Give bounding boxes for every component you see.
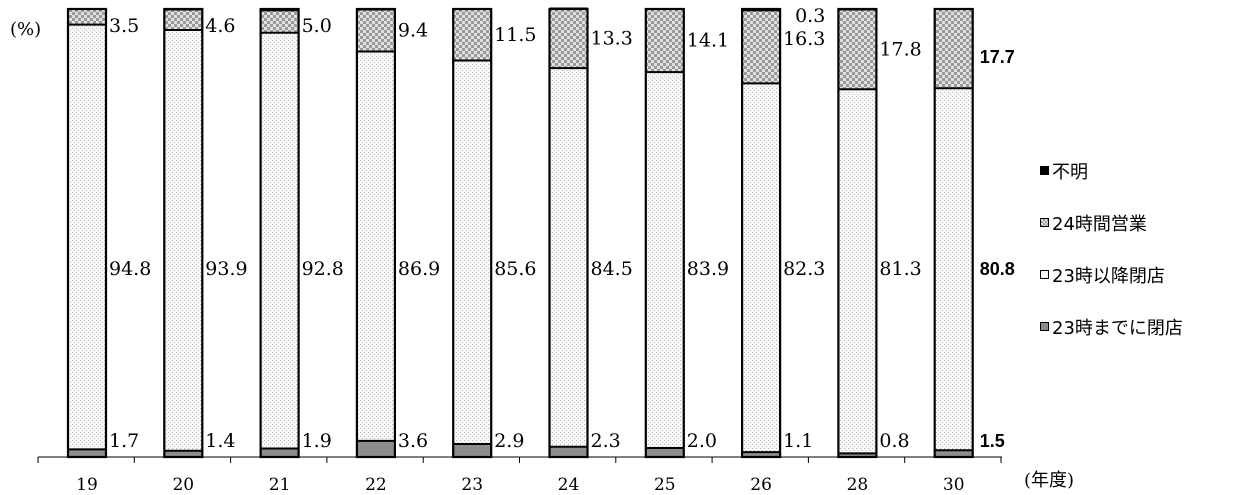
x-tick-label: 22: [365, 475, 387, 495]
data-label-after-23: 80.8: [980, 259, 1015, 279]
data-label-after-23: 93.9: [205, 258, 247, 280]
data-label-before-23: 1.4: [205, 430, 235, 452]
data-label-24h: 16.3: [783, 28, 825, 50]
bar-outline: [644, 7, 685, 459]
data-label-24h: 3.5: [109, 15, 139, 37]
x-tick-label: 30: [943, 475, 965, 495]
x-tick-label: 24: [558, 475, 580, 495]
data-label-before-23: 3.6: [398, 430, 428, 452]
data-label-24h: 9.4: [398, 20, 428, 42]
legend: 不明 24時間営業 23時以降閉店 23時までに閉店: [1040, 158, 1183, 366]
bar-segment: [934, 88, 973, 451]
bar-segment: [549, 446, 588, 457]
bar-segment: [453, 444, 492, 457]
data-label-24h: 11.5: [494, 24, 536, 46]
legend-swatch-before-23: [1040, 322, 1049, 331]
x-tick-label: 21: [269, 475, 291, 495]
bar-segment: [164, 450, 203, 457]
data-label-24h: 17.7: [980, 47, 1015, 67]
x-tick-label: 28: [847, 475, 869, 495]
x-tick-label: 19: [76, 475, 98, 495]
bar-segment: [934, 9, 973, 89]
data-label-after-23: 82.3: [783, 258, 825, 280]
bar-outline: [259, 7, 300, 459]
bar-segment: [68, 9, 106, 25]
data-label-after-23: 81.3: [879, 258, 921, 280]
bar-outline: [163, 7, 204, 459]
bar-segment: [742, 452, 781, 457]
legend-label-after-23: 23時以降閉店: [1052, 265, 1165, 287]
bar-outline: [933, 7, 974, 459]
bar-segment: [356, 51, 395, 441]
bar-segment: [164, 30, 203, 451]
x-tick-label: 26: [750, 475, 772, 495]
data-label-24h: 4.6: [205, 15, 235, 37]
data-label-unknown: 0.3: [795, 5, 825, 27]
bar-segment: [356, 440, 395, 457]
bar-segment: [838, 89, 877, 454]
bar-segment: [164, 9, 203, 31]
bar-segment: [838, 9, 877, 90]
legend-swatch-after-23: [1040, 270, 1049, 279]
data-label-after-23: 85.6: [494, 258, 536, 280]
bar-outline: [452, 7, 493, 459]
legend-label-before-23: 23時までに閉店: [1052, 317, 1183, 339]
x-tick-label: 20: [172, 475, 194, 495]
data-label-after-23: 92.8: [302, 258, 344, 280]
x-tick-label: 23: [461, 475, 483, 495]
data-label-before-23: 0.8: [879, 430, 909, 452]
data-label-24h: 13.3: [591, 27, 633, 49]
bar-segment: [453, 60, 492, 445]
bar-segment: [68, 24, 106, 450]
bar-outline: [837, 7, 878, 459]
data-label-after-23: 84.5: [591, 258, 633, 280]
bar-segment: [645, 448, 684, 457]
bar-segment: [260, 10, 299, 33]
bar-segment: [260, 448, 299, 457]
legend-item-unknown: 不明: [1040, 158, 1183, 183]
bar-segment: [68, 449, 106, 457]
bar-segment: [453, 9, 492, 61]
x-unit-label: (年度): [1024, 470, 1075, 491]
data-label-before-23: 2.0: [687, 430, 717, 452]
bar-segment: [742, 83, 781, 453]
bar-segment: [645, 72, 684, 449]
data-label-before-23: 1.9: [302, 430, 332, 452]
x-tick-label: 25: [654, 475, 676, 495]
bar-segment: [934, 450, 973, 457]
data-label-before-23: 1.1: [783, 430, 813, 452]
bar-outline: [740, 7, 782, 459]
legend-swatch-unknown: [1040, 166, 1049, 175]
legend-swatch-24h: [1040, 218, 1049, 227]
data-label-before-23: 2.9: [494, 430, 524, 452]
bar-outline: [548, 7, 589, 459]
bar-segment: [356, 9, 395, 52]
legend-label-24h: 24時間営業: [1052, 213, 1147, 235]
data-label-before-23: 1.5: [980, 431, 1005, 451]
bar-outline: [355, 7, 396, 459]
data-label-after-23: 86.9: [398, 258, 440, 280]
data-label-before-23: 1.7: [109, 430, 139, 452]
bar-segment: [260, 32, 299, 449]
data-label-24h: 17.8: [879, 38, 921, 60]
data-label-24h: 5.0: [302, 15, 332, 37]
data-label-before-23: 2.3: [591, 430, 621, 452]
bar-segment: [645, 9, 684, 73]
data-label-after-23: 94.8: [109, 258, 151, 280]
data-label-24h: 14.1: [687, 30, 729, 52]
bar-segment: [549, 68, 588, 447]
bar-segment: [838, 453, 877, 457]
data-label-after-23: 83.9: [687, 258, 729, 280]
legend-item-24h: 24時間営業: [1040, 210, 1183, 235]
legend-label-unknown: 不明: [1052, 161, 1088, 183]
bar-segment: [742, 10, 781, 84]
y-unit-label: (%): [10, 19, 42, 40]
bar-segment: [549, 8, 588, 69]
bar-outline: [66, 7, 108, 459]
legend-item-after-23: 23時以降閉店: [1040, 262, 1183, 287]
legend-item-before-23: 23時までに閉店: [1040, 314, 1183, 339]
